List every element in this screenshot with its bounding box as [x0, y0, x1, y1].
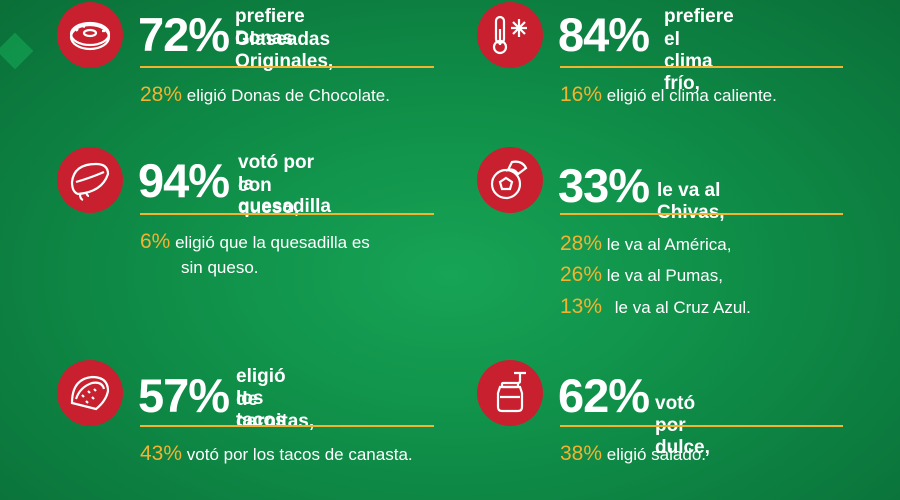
secondary-row: 28% le va al América,	[560, 232, 732, 255]
secondary-row: 26% le va al Pumas,	[560, 263, 723, 286]
main-percent: 33%	[558, 159, 650, 212]
divider	[140, 66, 434, 68]
decorative-diamond	[0, 32, 34, 70]
main-percent: 94%	[138, 154, 230, 207]
quesadilla-icon	[57, 147, 123, 213]
main-percent: 57%	[138, 369, 230, 422]
secondary-row: 6% eligió que la quesadilla es	[140, 230, 370, 253]
main-percent: 62%	[558, 369, 650, 422]
secondary-row: 13% le va al Cruz Azul.	[560, 295, 751, 318]
secondary-row: 43% votó por los tacos de canasta.	[140, 442, 413, 465]
main-label-line1: votó por la quesadilla	[238, 152, 331, 217]
main-label-line1: votó por dulce,	[655, 393, 710, 458]
thermometer-snowflake-icon	[477, 2, 543, 68]
secondary-row: 28% eligió Donas de Chocolate.	[140, 83, 390, 106]
main-percent: 84%	[558, 8, 650, 61]
honey-jar-icon	[477, 360, 543, 426]
divider	[140, 425, 434, 427]
divider	[140, 213, 434, 215]
main-percent: 72%	[138, 8, 230, 61]
taco-icon	[57, 360, 123, 426]
divider	[560, 213, 843, 215]
divider	[560, 66, 843, 68]
main-label-line1: prefiere Donas	[235, 6, 305, 49]
secondary-row-continuation: sin queso.	[181, 258, 259, 277]
main-label-line2: con queso,	[238, 175, 300, 218]
secondary-row: 16% eligió el clima caliente.	[560, 83, 777, 106]
main-label-line1: le va al Chivas,	[657, 180, 725, 223]
main-label-line1: prefiere	[664, 6, 734, 27]
secondary-row: 38% eligió salado.	[560, 442, 707, 465]
divider	[560, 425, 843, 427]
donut-icon	[57, 2, 123, 68]
soccer-ball-icon	[477, 147, 543, 213]
